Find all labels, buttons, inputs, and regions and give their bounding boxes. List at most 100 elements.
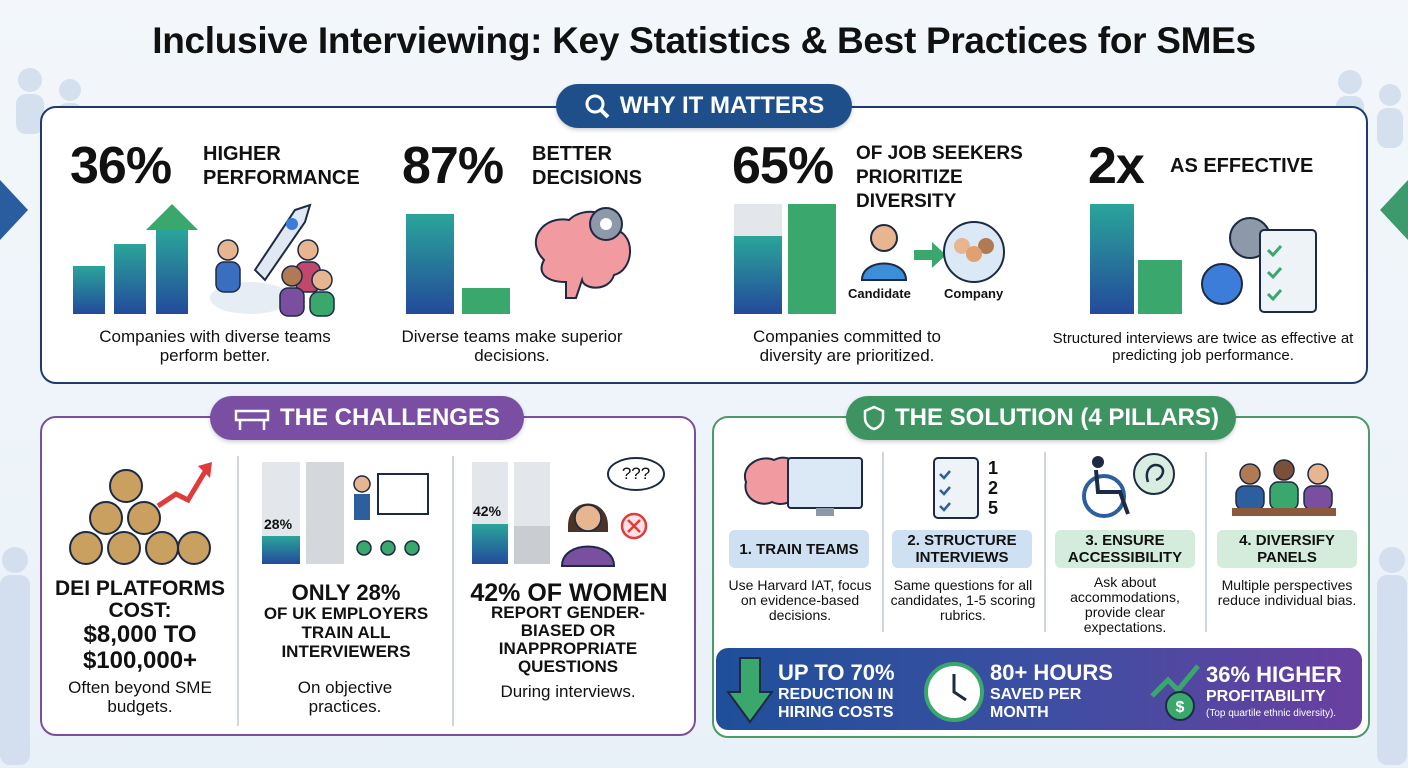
- divider: [882, 452, 884, 632]
- money-bags-icon: [69, 462, 212, 565]
- outcome-figure: UP TO 70%: [778, 660, 895, 685]
- icon-bar: [73, 266, 105, 314]
- icon-text: 1: [988, 458, 999, 478]
- pillar-label: 1. TRAIN TEAMS: [729, 530, 869, 568]
- barrier-icon: [234, 409, 270, 430]
- icon-bar: [788, 204, 836, 314]
- solution-heading: THE SOLUTION (4 PILLARS): [895, 404, 1219, 431]
- audience: [356, 540, 420, 556]
- wheelchair-wheel: [1082, 474, 1126, 518]
- challenge-detail: OF UK EMPLOYERS TRAIN ALL INTERVIEWERS: [263, 604, 429, 661]
- why-panel: [40, 106, 1368, 384]
- challenge-caption: Often beyond SME budgets.: [68, 678, 212, 716]
- icon-bar: [262, 536, 300, 564]
- arrow: [914, 242, 946, 268]
- people-group: [215, 239, 335, 317]
- challenge-detail: REPORT GENDER-BIASED OR INAPPROPRIATE QU…: [491, 603, 645, 676]
- pillar-caption: Use Harvard IAT, focus on evidence-based…: [728, 577, 872, 623]
- bar-label: 42%: [473, 503, 502, 519]
- stat-caption: Companies committed to diversity are pri…: [752, 327, 942, 365]
- presentation-board: [377, 473, 429, 515]
- outcome-figure: 80+ HOURS: [990, 660, 1113, 685]
- speech-bubble: [607, 457, 665, 491]
- clipboard: [933, 457, 979, 519]
- challenge-caption: On objective practices.: [297, 678, 393, 716]
- performance-icon: [73, 203, 335, 317]
- gear: [1201, 263, 1243, 305]
- challenge-headline: DEI PLATFORMS COST:: [55, 577, 225, 622]
- money-bags: [69, 469, 211, 565]
- icon-bar: [472, 524, 508, 564]
- challenges-heading-pill: THE CHALLENGES: [210, 396, 524, 440]
- icon-bar: [406, 214, 454, 314]
- challenge-headline: ONLY 28%: [291, 580, 401, 605]
- stat-caption: Diverse teams make superior decisions.: [401, 327, 623, 365]
- stat-figure: 65%: [732, 137, 834, 195]
- icon-bar: [514, 526, 550, 564]
- job-seekers-icon: [734, 204, 1005, 314]
- icon-bar: [734, 236, 782, 314]
- down-arrow-icon: [726, 657, 774, 724]
- shield-icon: [863, 405, 885, 431]
- title: Inclusive Interviewing: Key Statistics &…: [152, 20, 1256, 61]
- side-chevron: [1380, 180, 1408, 240]
- stat-label: BETTER DECISIONS: [532, 143, 643, 189]
- outcome-label: REDUCTION IN HIRING COSTS: [778, 686, 894, 721]
- gear-hole: [600, 218, 612, 230]
- training-icon: [262, 462, 429, 564]
- accessibility-icon: [1082, 453, 1175, 518]
- monitor-stand: [816, 508, 834, 516]
- structure-icon: [933, 457, 979, 519]
- rocket-window: [286, 218, 298, 230]
- challenge-caption: During interviews.: [500, 682, 636, 701]
- divider: [452, 456, 454, 726]
- icon-bar: [114, 244, 146, 314]
- train-icon: [743, 456, 863, 516]
- pillar-caption: Multiple perspectives reduce individual …: [1217, 577, 1357, 608]
- wheelchair-head: [1092, 456, 1104, 468]
- icon-bar: [1138, 260, 1182, 314]
- outcome-figure: 36% HIGHER: [1206, 662, 1342, 687]
- clipboard: [1259, 229, 1317, 313]
- checklist: [1266, 245, 1283, 302]
- monitor: [787, 457, 863, 509]
- panel-people: [1235, 459, 1333, 511]
- stat-figure: 87%: [402, 137, 504, 195]
- woman-body: [560, 545, 616, 567]
- effective-icon: [1090, 204, 1317, 314]
- panel-icon: [1232, 459, 1336, 516]
- icon-bar: [462, 288, 510, 314]
- speech-bubble-text: ???: [621, 464, 651, 483]
- stat-label: HIGHER PERFORMANCE: [203, 143, 360, 189]
- challenge-figure: $8,000 TO $100,000+: [82, 621, 198, 674]
- trainer-body: [354, 494, 370, 520]
- outcomes-banner: [716, 648, 1362, 730]
- checklist: [939, 470, 951, 512]
- outcome-note: (Top quartile ethnic diversity).: [1206, 708, 1337, 719]
- stat-figure: 2x: [1088, 137, 1145, 195]
- stat-label: OF JOB SEEKERS PRIORITIZE DIVERSITY: [856, 143, 1023, 212]
- x-mark: [627, 519, 641, 533]
- icon-bar: [156, 230, 188, 314]
- icon-label: Company: [944, 286, 1004, 301]
- icon-label: Candidate: [848, 286, 911, 301]
- magnifier-icon: [585, 94, 610, 119]
- challenges-panel: [40, 416, 696, 736]
- pillar-label: 4. DIVERSIFY PANELS: [1217, 530, 1357, 568]
- challenge-headline: 42% OF WOMEN: [470, 579, 668, 607]
- outcome-label: SAVED PER MONTH: [990, 686, 1082, 721]
- ear: [1145, 463, 1165, 483]
- clock-icon: [924, 662, 984, 722]
- divider: [1205, 452, 1207, 632]
- icon-text: 2: [988, 478, 999, 498]
- challenges-heading: THE CHALLENGES: [279, 404, 500, 431]
- wheelchair-frame: [1094, 469, 1130, 515]
- why-heading-pill: WHY IT MATTERS: [556, 84, 852, 128]
- profit-icon: $: [1150, 664, 1200, 721]
- stat-figure: 36%: [70, 137, 172, 195]
- icon-bar: [306, 462, 344, 564]
- candidate-head: [870, 224, 898, 252]
- solution-heading-pill: THE SOLUTION (4 PILLARS): [846, 396, 1236, 440]
